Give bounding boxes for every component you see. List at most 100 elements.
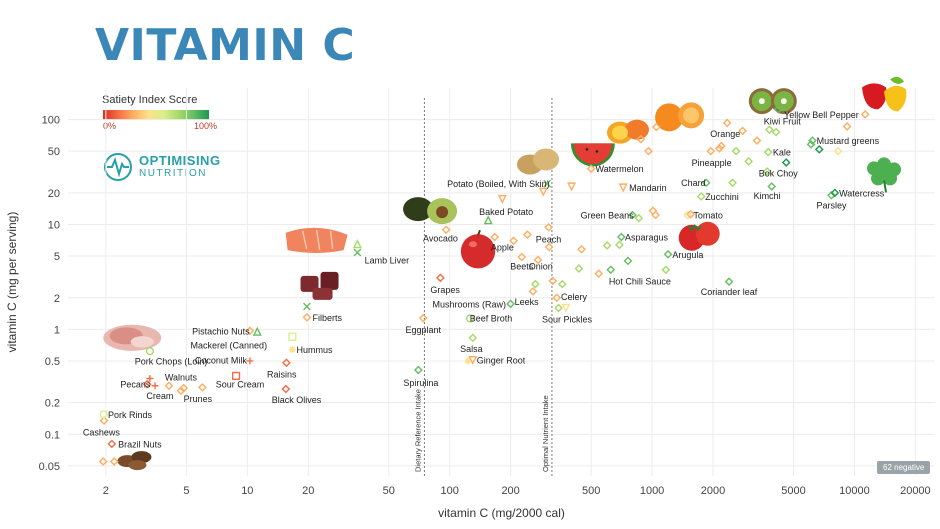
data-point	[282, 358, 291, 368]
x-tick-label: 50	[383, 485, 395, 497]
point-label: Sour Cream	[216, 380, 265, 390]
point-label: Walnuts	[165, 373, 198, 383]
point-label: Kimchi	[754, 191, 781, 201]
y-axis-label: vitamin C (mg per serving)	[5, 212, 19, 353]
x-tick-label: 1000	[640, 485, 664, 497]
data-point	[544, 242, 554, 252]
data-point	[722, 118, 732, 128]
point-label: Orange	[710, 129, 740, 139]
data-point	[830, 188, 840, 198]
data-point	[543, 179, 552, 188]
point-label: Parsley	[816, 201, 847, 211]
data-point	[616, 232, 626, 242]
point-label: Beets	[510, 262, 534, 272]
data-point	[107, 439, 117, 449]
x-tick-label: 5000	[781, 485, 805, 497]
data-point	[602, 241, 612, 250]
y-tick-label: 0.05	[39, 461, 60, 473]
grid-lines	[68, 88, 935, 476]
point-label: Filberts	[313, 313, 343, 323]
point-label: Beef Broth	[470, 314, 513, 324]
data-point	[814, 144, 824, 154]
point-label: Cream	[146, 391, 173, 401]
data-point	[765, 125, 774, 135]
point-label: Watermelon	[595, 164, 643, 174]
brand-logo: OPTIMISING NUTRITION	[103, 152, 221, 182]
point-label: Black Olives	[272, 395, 322, 405]
pork-chop-image	[103, 324, 162, 351]
legend-title: Satiety Index Score	[102, 94, 198, 106]
data-point	[146, 375, 154, 382]
data-point	[418, 313, 428, 323]
data-point	[781, 158, 791, 167]
data-point	[651, 122, 661, 132]
data-point	[833, 146, 843, 156]
point-label: Yellow Bell Pepper	[784, 110, 859, 120]
point-label: Prunes	[184, 394, 213, 404]
reference-line-label: Dietary Reference Intake	[413, 389, 422, 472]
data-point	[628, 210, 637, 220]
point-label: Peach	[536, 234, 562, 244]
data-point	[860, 110, 870, 119]
data-point	[198, 382, 207, 392]
data-point	[151, 382, 159, 390]
data-point	[483, 215, 493, 225]
data-point	[648, 206, 658, 216]
watermelon-image	[570, 143, 615, 167]
data-point	[109, 457, 119, 466]
point-label: Hot Chili Sauce	[609, 276, 671, 286]
data-point	[651, 210, 660, 220]
y-tick-label: 0.5	[45, 356, 60, 368]
data-point	[842, 122, 852, 131]
point-label: Eggplant	[405, 325, 441, 335]
data-point	[618, 183, 628, 193]
data-point	[696, 192, 706, 201]
data-point	[99, 416, 109, 425]
y-tick-label: 0.2	[45, 398, 60, 410]
pulse-icon	[104, 153, 132, 181]
data-point	[544, 222, 553, 232]
point-label: Green Beans	[581, 211, 635, 221]
avocado-image	[403, 197, 458, 225]
point-label: Celery	[561, 292, 588, 302]
data-point	[744, 156, 754, 166]
data-point	[548, 276, 558, 286]
parsley-image	[867, 157, 902, 193]
data-point	[245, 326, 255, 336]
data-point	[594, 269, 604, 279]
point-label: Asparagus	[625, 232, 669, 242]
data-point	[538, 187, 548, 197]
data-point	[686, 209, 695, 219]
point-label: Apple	[491, 242, 514, 252]
data-point	[738, 126, 747, 136]
point-label: Sour Pickles	[542, 315, 593, 325]
point-label: Salsa	[460, 344, 483, 354]
y-tick-label: 50	[48, 146, 60, 158]
negative-count-badge: 62 negative	[877, 461, 931, 474]
point-label: Pork Chops (Loin)	[135, 356, 208, 366]
data-point	[231, 371, 241, 381]
point-label: Arugula	[672, 250, 703, 260]
data-point	[561, 303, 571, 313]
data-point	[468, 333, 478, 343]
x-tick-label: 20000	[900, 485, 931, 497]
data-point	[586, 164, 596, 174]
point-label: Mackerel (Canned)	[191, 340, 268, 350]
data-point	[752, 136, 762, 146]
point-label: Raisins	[267, 370, 297, 380]
data-point	[497, 194, 507, 204]
point-label: Coconut Milk	[195, 356, 248, 366]
data-point	[701, 178, 711, 188]
point-label: Chard	[681, 178, 706, 188]
data-point	[522, 230, 532, 240]
x-axis-label: vitamin C (mg/2000 cal)	[438, 506, 565, 520]
point-label: Watercress	[839, 188, 885, 198]
data-point	[176, 386, 186, 396]
data-point	[252, 326, 262, 336]
point-label: Cashews	[83, 428, 121, 438]
data-point	[636, 134, 646, 144]
brand-subname: NUTRITION	[139, 168, 207, 179]
point-label: Tomato	[693, 211, 723, 221]
data-point	[179, 383, 189, 393]
point-label: Pistachio Nuts	[192, 326, 250, 336]
